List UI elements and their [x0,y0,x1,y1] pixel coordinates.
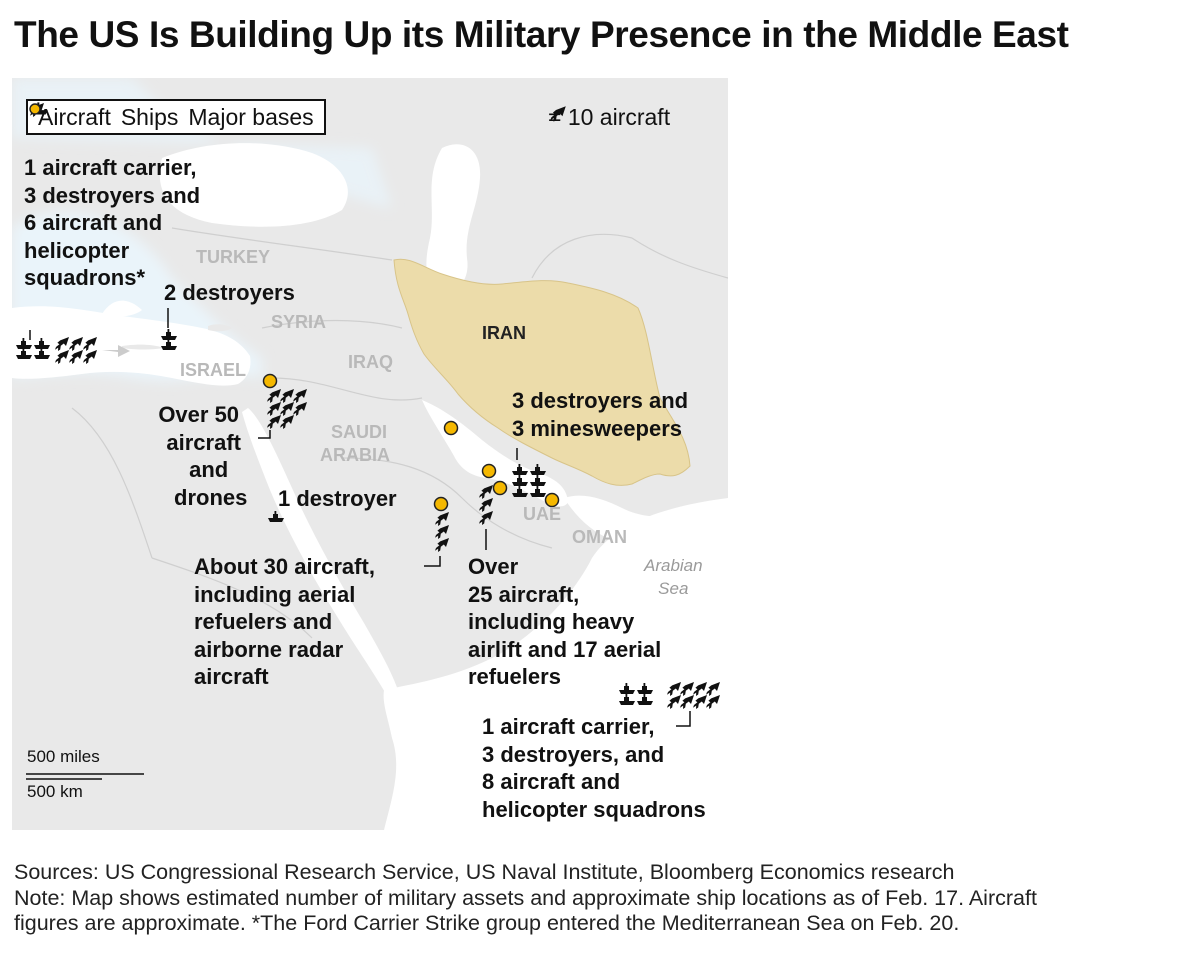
crete [122,344,164,350]
annotation-mediterranean-carrier: 1 aircraft carrier, 3 destroyers and 6 a… [24,155,201,290]
scale-km-label: 500 km [27,782,83,801]
chart-title: The US Is Building Up its Military Prese… [14,14,1069,55]
annotation-arabian-sea-carrier: 1 aircraft carrier, 3 destroyers, and 8 … [482,714,706,822]
carrier-group-mediterranean [16,330,130,364]
country-saudi-arabia: SAUDI ARABIA [320,422,390,465]
ships-hormuz [512,448,546,497]
sea-arabian: Arabian Sea [644,556,703,598]
red-sea [242,408,398,694]
annotation-jordan-aircraft: Over 50 aircraft and drones [158,402,248,510]
annotation-hormuz-ships: 3 destroyers and 3 minesweepers [512,388,689,441]
legend-bases: Major bases [29,103,314,131]
aircraft-icon [550,106,566,122]
scale-miles-label: 500 miles [27,747,100,766]
scale-bar [26,773,144,780]
annotation-gulf-aircraft: Over 25 aircraft, including heavy airlif… [468,554,662,689]
iran-region [393,258,691,486]
aircraft-jordan [258,389,307,439]
annotation-east-med-destroyers: 2 destroyers [164,280,295,305]
caspian-sea [426,144,481,291]
note-text-line-2: figures are approximate. *The Ford Carri… [14,911,960,935]
annotation-red-sea-destroyer: 1 destroyer [278,486,397,511]
country-israel: ISRAEL [180,360,247,380]
country-iraq: IRAQ [348,352,393,372]
borders [71,227,728,639]
major-bases [262,373,560,512]
country-uae: UAE [523,504,562,524]
legend-ships: Ships [30,102,178,131]
arabian-sea [383,498,728,830]
map: Aircraft Ships Major bases = 10 aircraft… [12,78,728,830]
map-canvas [12,78,728,830]
cyprus [208,324,232,332]
sources-text: Sources: US Congressional Research Servi… [14,860,955,884]
country-turkey: TURKEY [196,247,271,267]
black-sea [159,143,348,227]
persian-gulf [422,400,568,507]
aircraft-gulf [479,485,493,550]
icon-scale-key: = 10 aircraft [548,104,671,130]
footer: Sources: US Congressional Research Servi… [14,860,1037,937]
destroyers-east-med [161,308,177,350]
gulf-of-oman [564,495,692,548]
annotation-saudi-aircraft: About 30 aircraft, including aerial refu… [194,554,375,689]
carrier-group-arabian-sea [619,682,720,727]
note-text-line-1: Note: Map shows estimated number of mili… [14,885,1037,910]
country-iran: IRAN [482,323,526,343]
country-oman: OMAN [572,527,627,547]
base-dot-icon [29,103,41,115]
aircraft-saudi [424,512,449,567]
country-syria: SYRIA [271,312,327,332]
legend: Aircraft Ships Major bases [26,99,326,135]
legend-aircraft: Aircraft [30,103,111,131]
aegean-sea [102,300,142,317]
